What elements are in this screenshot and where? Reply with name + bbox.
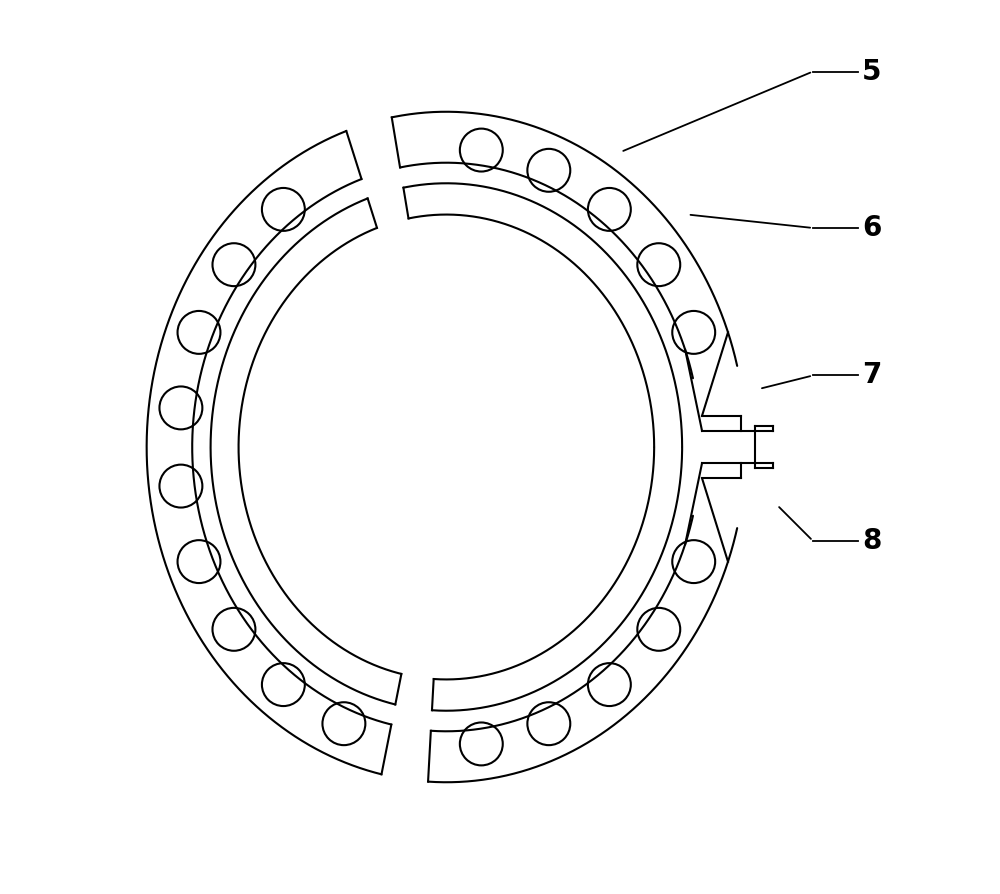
Text: 5: 5 bbox=[862, 57, 882, 86]
Text: 8: 8 bbox=[862, 527, 881, 555]
Text: 7: 7 bbox=[862, 361, 881, 390]
Text: 6: 6 bbox=[862, 214, 881, 242]
